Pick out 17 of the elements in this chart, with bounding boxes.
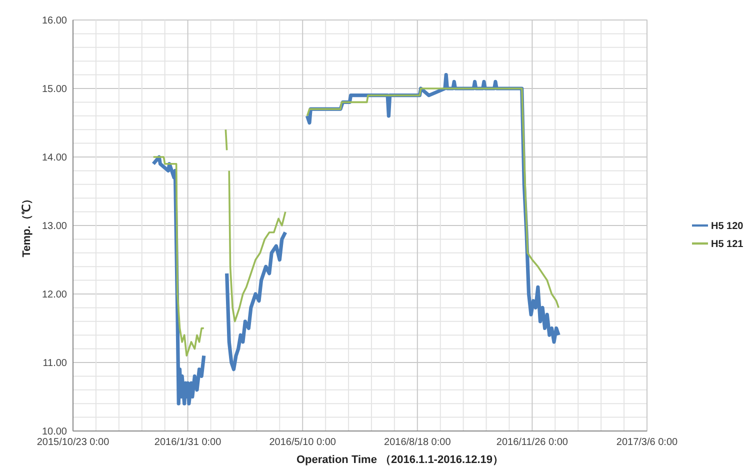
y-tick-label: 11.00 — [42, 358, 68, 369]
y-tick-label: 10.00 — [42, 426, 68, 438]
y-tick-label: 13.00 — [42, 221, 68, 232]
x-tick-label: 2016/1/31 0:00 — [154, 437, 222, 448]
legend-label: H5 120 — [711, 221, 744, 232]
y-tick-label: 15.00 — [42, 84, 68, 95]
x-tick-label: 2016/5/10 0:00 — [269, 437, 336, 448]
x-tick-label: 2015/10/23 0:00 — [36, 437, 110, 448]
y-tick-label: 14.00 — [42, 152, 68, 164]
y-tick-label: 12.00 — [42, 290, 68, 300]
x-tick-label: 2016/8/18 0:00 — [384, 437, 452, 448]
x-tick-label: 2017/3/6 0:00 — [616, 437, 678, 448]
legend-label: H5 121 — [711, 239, 744, 250]
x-tick-label: 2016/11/26 0:00 — [496, 437, 568, 448]
x-axis-title: Operation Time （2016.1.1-2016.12.19） — [296, 454, 504, 466]
y-axis-title: Temp.（℃） — [21, 194, 33, 258]
y-tick-label: 16.00 — [42, 16, 68, 26]
